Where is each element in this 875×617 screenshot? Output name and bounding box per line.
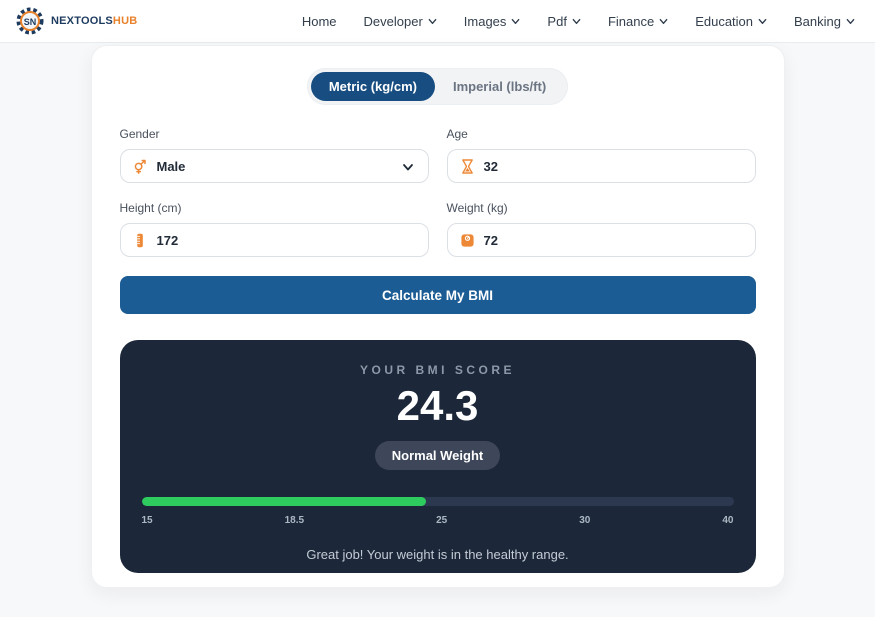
height-input-box — [119, 223, 429, 257]
scale-label: 15 — [141, 515, 153, 526]
gender-label: Gender — [119, 127, 160, 141]
nav-label: Pdf — [547, 13, 567, 29]
chevron-down-icon — [846, 17, 855, 26]
gender-field-group: Gender Male — [119, 127, 429, 183]
tab-imperial[interactable]: Imperial (lbs/ft) — [435, 72, 564, 101]
weight-field-group: Weight (kg) — [446, 201, 756, 257]
chevron-down-icon — [659, 17, 668, 26]
ruler-icon — [133, 233, 148, 248]
nav-label: Home — [301, 13, 337, 29]
scale-icon — [460, 233, 475, 248]
svg-text:SN: SN — [24, 17, 37, 27]
top-navbar: SN NEXTOOLSHUB Home Developer Images Pdf — [0, 0, 875, 43]
scale-label: 40 — [722, 515, 734, 526]
main-nav: Home Developer Images Pdf Finance Educat… — [302, 14, 859, 29]
scale-label: 18.5 — [284, 515, 305, 526]
scale-label: 30 — [579, 515, 591, 526]
bmi-category-badge: Normal Weight — [374, 441, 501, 470]
brand-name: NEXTOOLSHUB — [51, 15, 137, 27]
nav-item-pdf[interactable]: Pdf — [547, 14, 581, 29]
weight-input[interactable] — [483, 232, 743, 248]
brand-logo-link[interactable]: SN NEXTOOLSHUB — [14, 5, 137, 37]
age-field-group: Age — [446, 127, 756, 183]
age-input-box — [446, 149, 756, 183]
bmi-score-value: 24.3 — [396, 382, 479, 429]
nav-label: Developer — [363, 13, 423, 29]
nav-item-images[interactable]: Images — [464, 14, 521, 29]
nav-item-education[interactable]: Education — [695, 14, 767, 29]
bmi-bar-fill — [141, 497, 426, 506]
nav-label: Finance — [607, 13, 655, 29]
nav-label: Images — [463, 13, 507, 29]
result-message: Great job! Your weight is in the healthy… — [306, 547, 569, 562]
unit-toggle-group: Metric (kg/cm) Imperial (lbs/ft) — [306, 68, 569, 105]
unit-toggle-wrap: Metric (kg/cm) Imperial (lbs/ft) — [120, 68, 756, 105]
chevron-down-icon — [758, 17, 767, 26]
nav-label: Education — [695, 13, 754, 29]
chevron-down-icon — [428, 17, 437, 26]
age-label: Age — [446, 127, 468, 141]
gender-selected-value: Male — [156, 158, 186, 174]
chevron-down-icon — [511, 17, 520, 26]
chevron-down-icon — [572, 17, 581, 26]
nav-item-developer[interactable]: Developer — [364, 14, 437, 29]
gender-select[interactable]: Male — [119, 149, 429, 183]
weight-label: Weight (kg) — [446, 201, 508, 215]
calculate-bmi-button[interactable]: Calculate My BMI — [119, 276, 756, 314]
bmi-result-card: YOUR BMI SCORE 24.3 Normal Weight 15 18.… — [119, 340, 756, 573]
brand-name-accent: HUB — [112, 15, 138, 27]
gear-logo-icon: SN — [14, 5, 46, 37]
gender-icon — [133, 159, 148, 174]
bmi-calculator-card: Metric (kg/cm) Imperial (lbs/ft) Gender — [90, 45, 785, 588]
height-label: Height (cm) — [119, 201, 182, 215]
nav-item-home[interactable]: Home — [302, 14, 337, 29]
hourglass-icon — [460, 158, 475, 174]
tab-metric[interactable]: Metric (kg/cm) — [310, 72, 435, 101]
brand-name-primary: NEXTOOLS — [51, 15, 113, 27]
weight-input-box — [446, 223, 756, 257]
height-input[interactable] — [156, 232, 416, 248]
age-input[interactable] — [483, 158, 743, 174]
result-title: YOUR BMI SCORE — [359, 363, 515, 377]
nav-item-banking[interactable]: Banking — [794, 14, 855, 29]
bmi-bar-track — [141, 497, 734, 506]
scale-label: 25 — [436, 515, 448, 526]
nav-label: Banking — [794, 13, 841, 29]
bmi-form: Gender Male — [119, 127, 756, 257]
chevron-down-icon — [402, 160, 414, 172]
nav-item-finance[interactable]: Finance — [608, 14, 668, 29]
height-field-group: Height (cm) — [119, 201, 429, 257]
bmi-scale-zone: 15 18.5 25 30 40 — [141, 497, 734, 526]
bmi-scale-labels: 15 18.5 25 30 40 — [142, 515, 734, 526]
